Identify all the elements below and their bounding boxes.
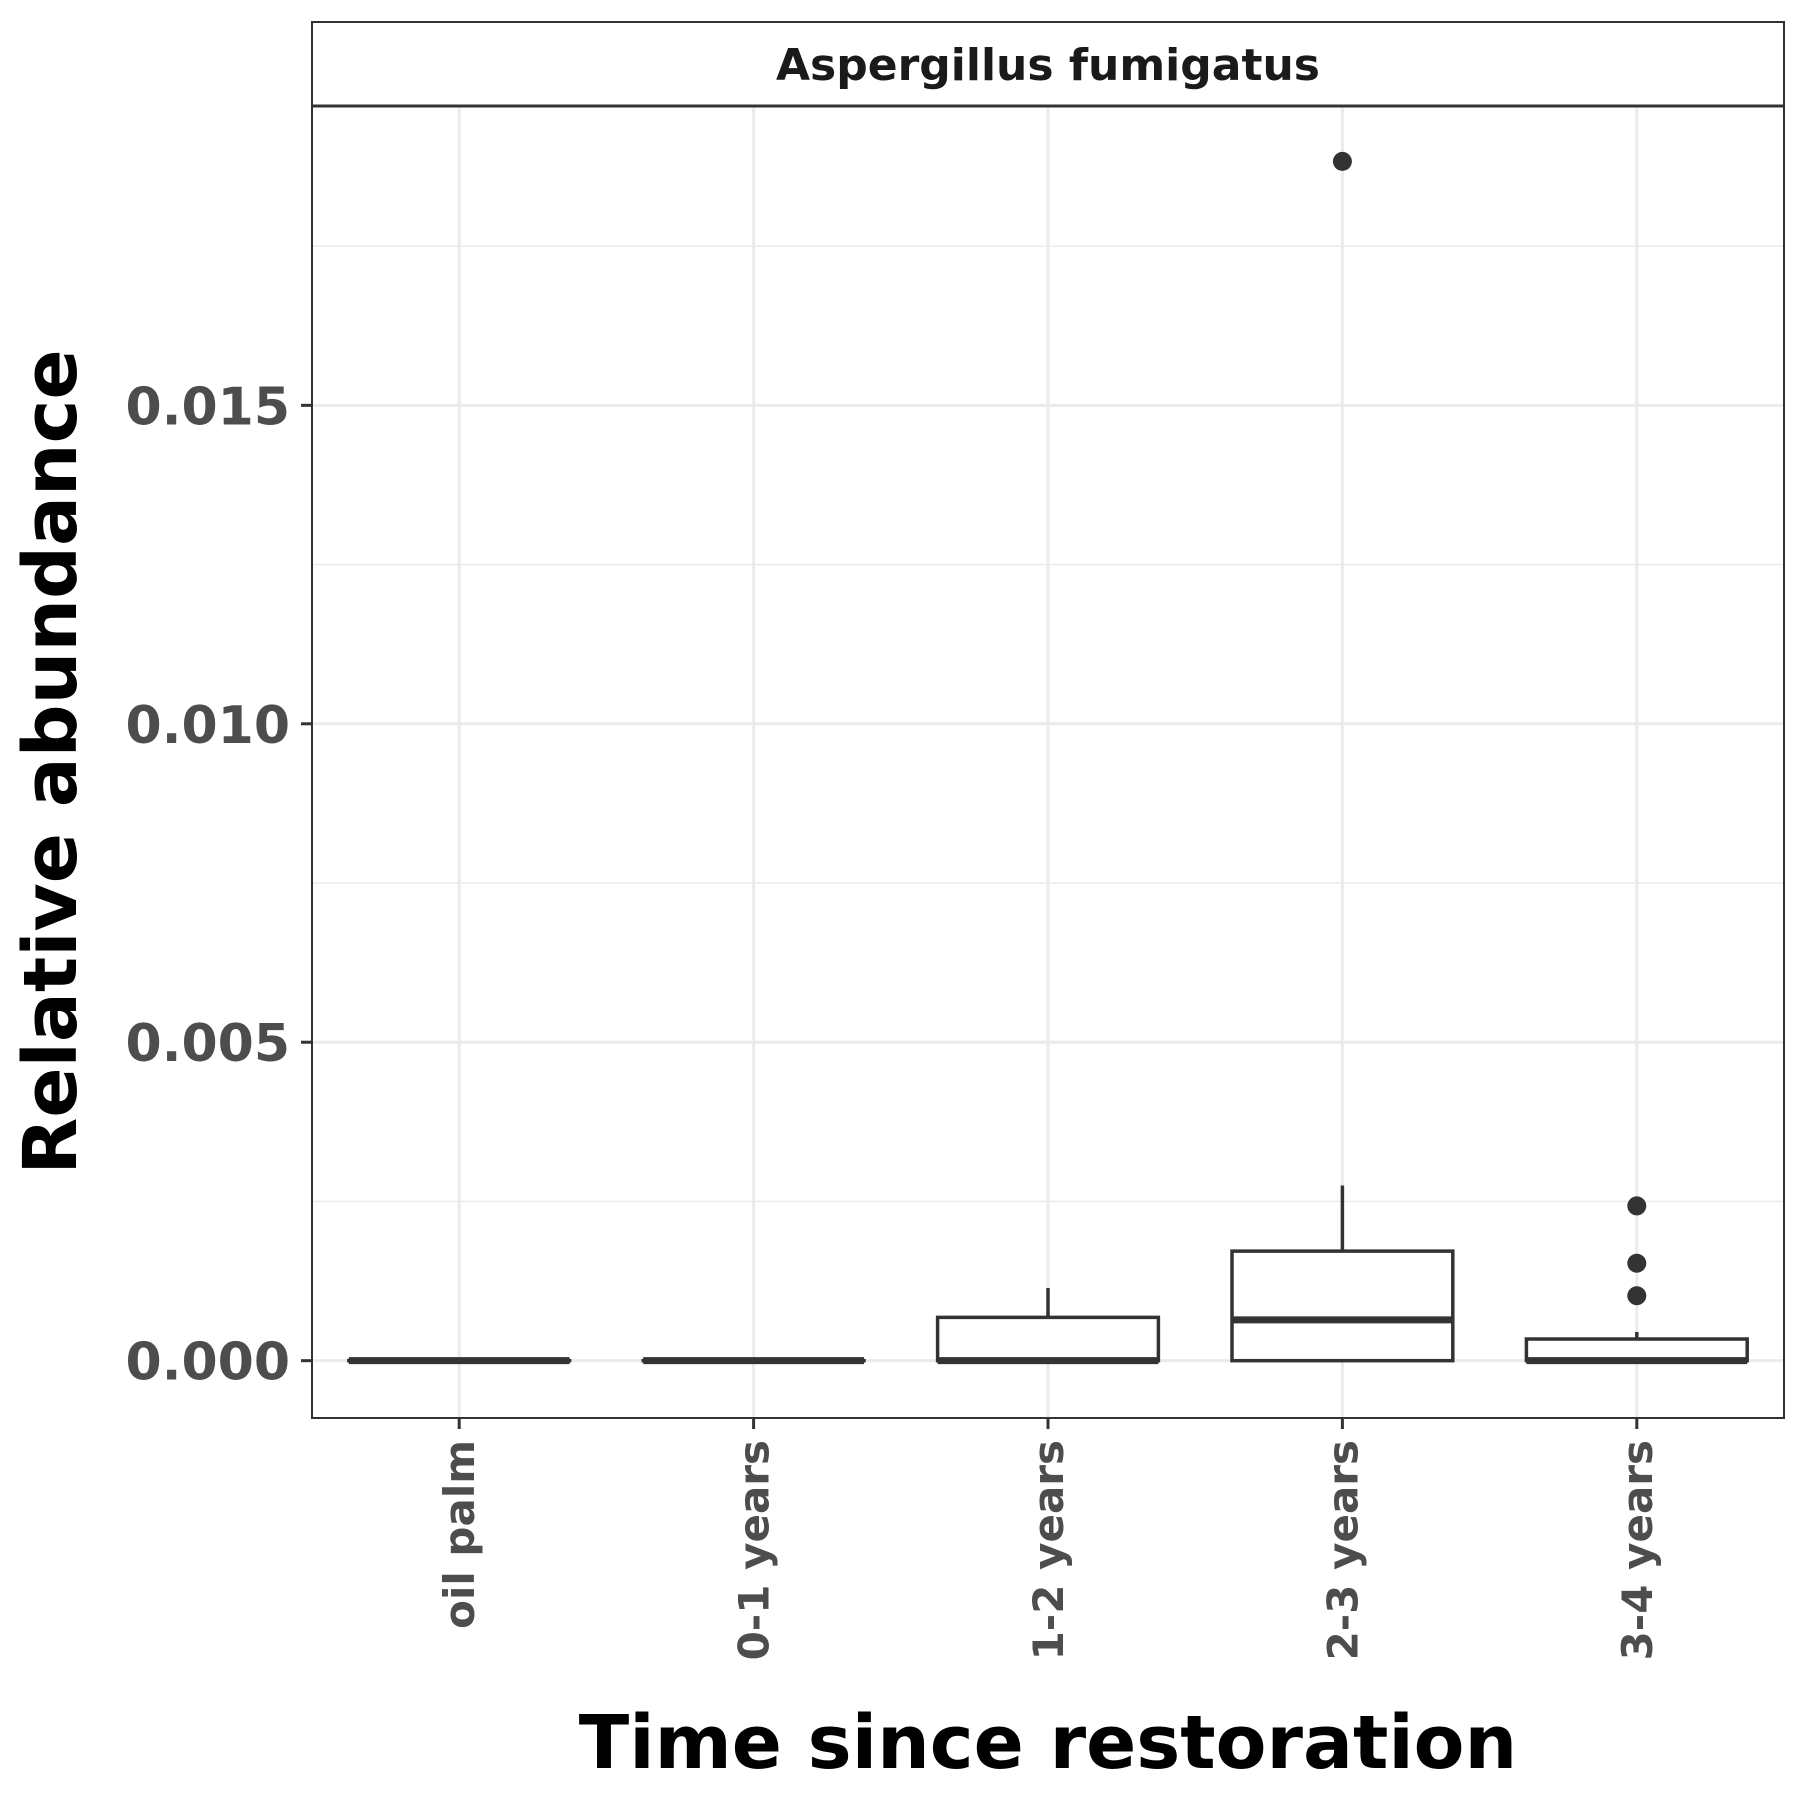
y-axis-title: Relative abundance xyxy=(8,349,94,1174)
facet-strip xyxy=(311,21,1785,107)
x-tick-label: 3-4 years xyxy=(1613,1440,1662,1660)
facet-title: Aspergillus fumigatus xyxy=(776,40,1320,91)
box-3-4-years xyxy=(1524,1196,1749,1365)
box-2-3-years xyxy=(1230,151,1455,1363)
x-tick-label: 1-2 years xyxy=(1024,1440,1073,1660)
box-outlier-point xyxy=(1627,1286,1647,1306)
box-outlier-point xyxy=(1627,1253,1647,1273)
y-tick-label: 0.010 xyxy=(126,696,290,756)
grid-lines xyxy=(312,106,1784,1418)
x-tick-label: oil palm xyxy=(435,1440,484,1629)
x-tick-label: 2-3 years xyxy=(1318,1440,1367,1660)
box-body xyxy=(935,1315,1161,1363)
box-outlier-point xyxy=(1627,1196,1647,1216)
boxes xyxy=(347,151,1749,1365)
x-tick-label: 0-1 years xyxy=(730,1440,779,1660)
y-tick-label: 0.005 xyxy=(126,1014,290,1074)
box-body xyxy=(1230,1249,1455,1363)
box-1-2-years xyxy=(935,1288,1161,1365)
y-tick-label: 0.015 xyxy=(126,377,290,437)
y-tick-label: 0.000 xyxy=(126,1333,290,1393)
x-axis-title: Time since restoration xyxy=(579,1700,1517,1786)
axes: 0.000 0.005 0.010 0.015 oil palm 0-1 years 1-2… xyxy=(126,377,1662,1660)
box-outlier-point xyxy=(1332,151,1352,171)
